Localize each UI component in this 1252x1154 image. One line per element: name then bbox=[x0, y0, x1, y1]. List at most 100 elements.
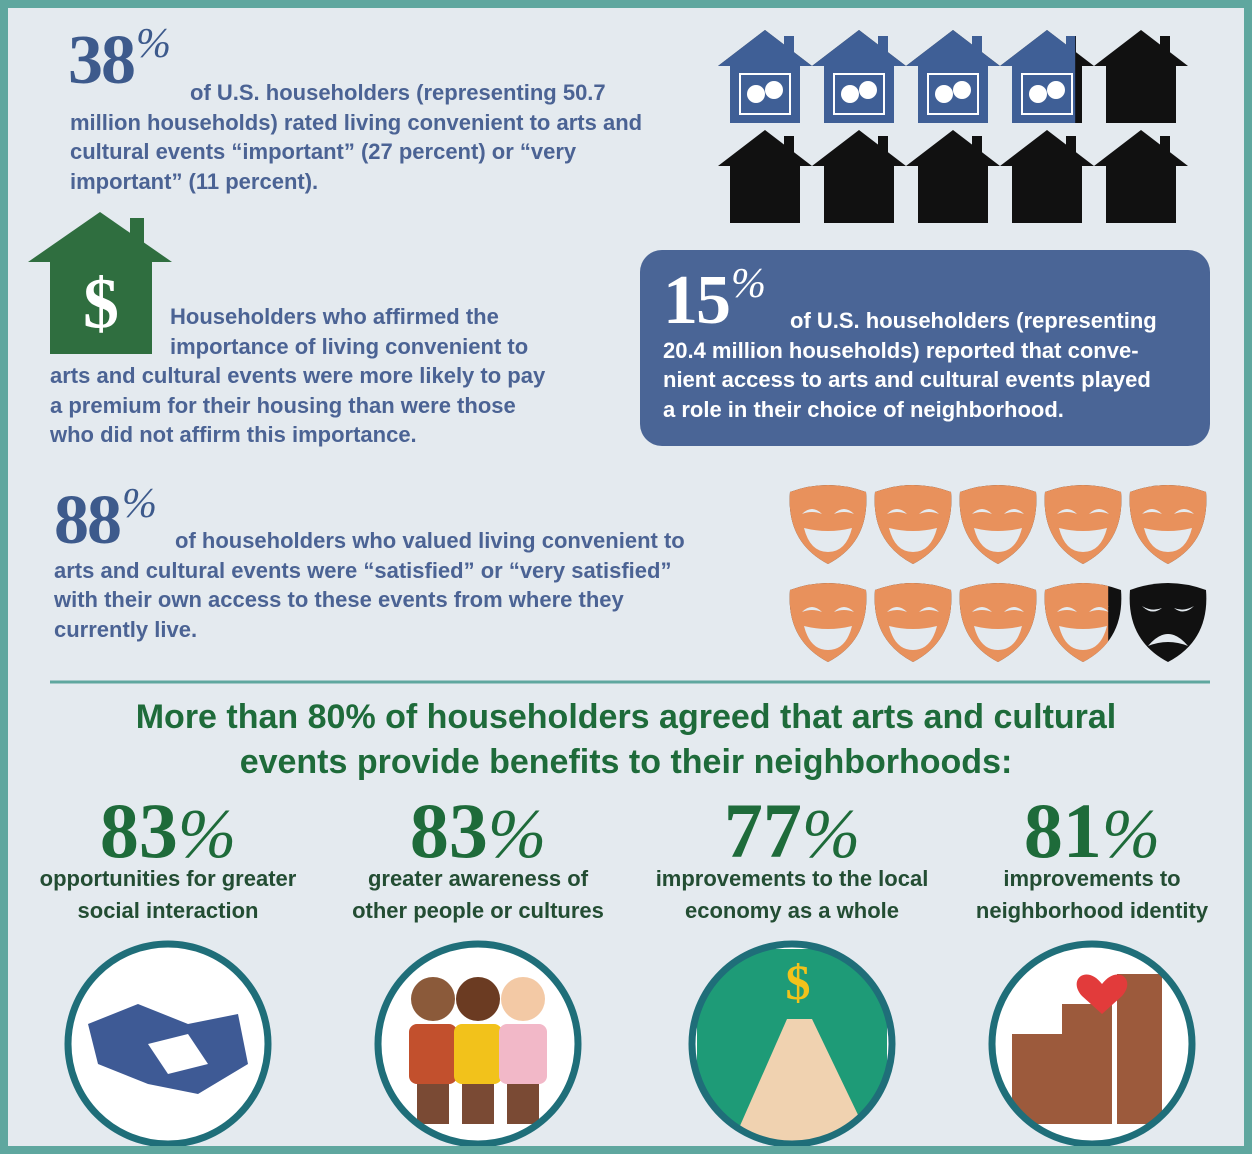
stat-text: important” (11 percent). bbox=[70, 169, 318, 195]
person-head bbox=[501, 977, 545, 1021]
stat-text: 20.4 million households) reported that c… bbox=[663, 338, 1139, 364]
benefit-unit: % bbox=[802, 796, 860, 873]
stat-number: 15% bbox=[663, 266, 764, 336]
mask-fill bbox=[1045, 485, 1122, 564]
benefit-label: opportunities for greater bbox=[8, 866, 328, 892]
benefit-value: 81 bbox=[1024, 787, 1102, 874]
stat-number: 38% bbox=[68, 26, 169, 96]
person-head bbox=[456, 977, 500, 1021]
benefit-label: improvements to the local bbox=[632, 866, 952, 892]
stat-text: currently live. bbox=[54, 617, 197, 643]
house-shape bbox=[1000, 130, 1094, 223]
house-icon bbox=[1000, 30, 1094, 123]
dollar-icon: $ bbox=[786, 954, 811, 1010]
person-legs bbox=[462, 1084, 494, 1124]
benefit-label: neighborhood identity bbox=[932, 898, 1252, 924]
house-icon bbox=[812, 130, 906, 223]
mask-shape bbox=[960, 485, 1037, 564]
benefit-number: 81% bbox=[942, 792, 1242, 875]
stat-text: a role in their choice of neighborhood. bbox=[663, 397, 1064, 423]
mask-icon bbox=[1130, 583, 1207, 662]
person-body bbox=[454, 1024, 502, 1084]
stat-value: 15 bbox=[663, 262, 729, 339]
stat-text: cultural events “important” (27 percent)… bbox=[70, 139, 576, 165]
stat-number: 88% bbox=[54, 486, 155, 556]
stat-text: million households) rated living conveni… bbox=[70, 110, 642, 136]
mask-icon bbox=[1047, 81, 1065, 99]
house-icon bbox=[1000, 130, 1094, 223]
person-body bbox=[499, 1024, 547, 1084]
mask-icon bbox=[960, 485, 1037, 564]
mask-shape bbox=[875, 485, 952, 564]
mask-icon bbox=[1045, 485, 1122, 564]
stat-text: with their own access to these events fr… bbox=[54, 587, 624, 613]
stat-unit: % bbox=[136, 21, 169, 67]
stat-value: 88 bbox=[54, 482, 120, 559]
house-shape bbox=[718, 30, 812, 123]
house-shape bbox=[1094, 30, 1188, 123]
mask-fill bbox=[960, 583, 1037, 662]
mask-icon bbox=[1045, 583, 1122, 662]
house-icon bbox=[1094, 30, 1188, 123]
house-shape bbox=[906, 130, 1000, 223]
stat-text: of U.S. householders (representing bbox=[790, 308, 1157, 334]
mask-icon bbox=[875, 485, 952, 564]
mask-icon bbox=[1130, 485, 1207, 564]
mask-shape bbox=[790, 485, 867, 564]
stat-text: nient access to arts and cultural events… bbox=[663, 367, 1151, 393]
benefits-heading: events provide benefits to their neighbo… bbox=[8, 743, 1244, 782]
benefit-label: greater awareness of bbox=[318, 866, 638, 892]
stat-unit: % bbox=[731, 261, 764, 307]
building bbox=[1062, 1004, 1112, 1124]
stat-text: of U.S. householders (representing 50.7 bbox=[190, 80, 606, 106]
mask-fill bbox=[875, 485, 952, 564]
mask-icon bbox=[841, 85, 859, 103]
benefit-unit: % bbox=[488, 796, 546, 873]
mask-icon bbox=[790, 485, 867, 564]
mask-icon bbox=[765, 81, 783, 99]
house-icon bbox=[906, 130, 1000, 223]
mask-fill bbox=[875, 583, 952, 662]
mask-fill bbox=[1130, 485, 1207, 564]
mask-fill bbox=[790, 583, 867, 662]
house-icon bbox=[718, 30, 812, 123]
house-fill bbox=[718, 30, 812, 123]
benefit-label: improvements to bbox=[932, 866, 1252, 892]
premium-text: a premium for their housing than were th… bbox=[50, 393, 516, 419]
house-icon bbox=[718, 130, 812, 223]
person-head bbox=[411, 977, 455, 1021]
premium-text: importance of living convenient to bbox=[170, 334, 528, 360]
mask-shape bbox=[1045, 485, 1122, 564]
benefit-value: 83 bbox=[100, 787, 178, 874]
benefit-number: 83% bbox=[328, 792, 628, 875]
mask-icon bbox=[960, 583, 1037, 662]
mask-icon bbox=[790, 583, 867, 662]
house-shape bbox=[812, 30, 906, 123]
dollar-icon: $ bbox=[83, 264, 119, 344]
mask-shape bbox=[1130, 485, 1207, 564]
mask-shape bbox=[960, 583, 1037, 662]
benefit-unit: % bbox=[178, 796, 236, 873]
mask-icon bbox=[1029, 85, 1047, 103]
benefit-unit: % bbox=[1102, 796, 1160, 873]
benefit-label: other people or cultures bbox=[318, 898, 638, 924]
house-shape bbox=[906, 30, 1000, 123]
stat-text: of householders who valued living conven… bbox=[175, 528, 685, 554]
mask-icon bbox=[747, 85, 765, 103]
mask-shape bbox=[875, 583, 952, 662]
stat-unit: % bbox=[122, 481, 155, 527]
mask-shape bbox=[790, 583, 867, 662]
benefit-number: 77% bbox=[642, 792, 942, 875]
premium-text: arts and cultural events were more likel… bbox=[50, 363, 545, 389]
mask-shape bbox=[1130, 583, 1207, 662]
mask-icon bbox=[859, 81, 877, 99]
premium-text: who did not affirm this importance. bbox=[50, 422, 417, 448]
illustration bbox=[409, 977, 547, 1124]
benefit-label: social interaction bbox=[8, 898, 328, 924]
mask-icon bbox=[953, 81, 971, 99]
house-shape bbox=[1094, 130, 1188, 223]
house-icon bbox=[1094, 130, 1188, 223]
benefit-label: economy as a whole bbox=[632, 898, 952, 924]
house-fill bbox=[906, 30, 1000, 123]
person-legs bbox=[417, 1084, 449, 1124]
